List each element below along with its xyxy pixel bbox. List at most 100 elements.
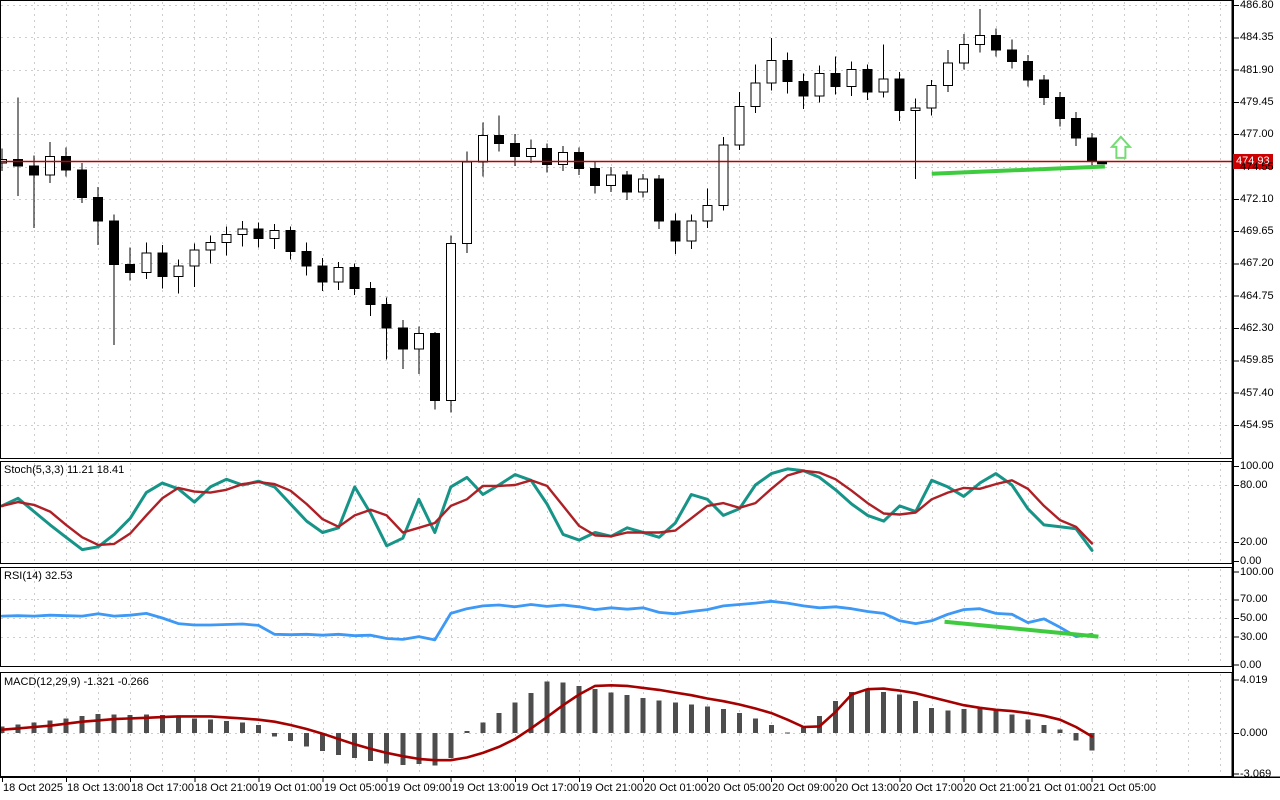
macd-histogram-bar — [448, 733, 454, 759]
macd-histogram-bar — [865, 690, 871, 733]
candle-body — [45, 156, 56, 176]
stoch-indicator-label: Stoch(5,3,3) 11.21 18.41 — [4, 464, 125, 476]
macd-histogram-bar — [1073, 733, 1079, 741]
macd-histogram-bar — [336, 733, 342, 755]
macd-histogram-bar — [159, 715, 165, 733]
price-axis-value: 472.10 — [1240, 193, 1274, 205]
macd-histogram-bar — [480, 722, 486, 733]
macd-histogram-bar — [1057, 729, 1063, 733]
macd-histogram-bar — [239, 722, 245, 733]
price-axis-value: 474.55 — [1240, 161, 1274, 173]
macd-histogram-bar — [833, 701, 839, 733]
candle-body — [349, 266, 360, 289]
price-axis-value: 459.85 — [1240, 354, 1274, 366]
macd-histogram-bar — [720, 709, 726, 733]
macd-histogram-bar — [688, 704, 694, 733]
macd-histogram-bar — [656, 700, 662, 733]
rsi-axis-value: 30.00 — [1240, 631, 1268, 643]
candle-body — [878, 78, 889, 93]
macd-histogram-bar — [63, 718, 69, 733]
macd-histogram-bar — [272, 733, 278, 737]
candle-body — [397, 327, 408, 350]
macd-axis-value: 0.000 — [1240, 727, 1268, 739]
candle-body — [686, 220, 697, 242]
stoch-axis-value: 0.00 — [1240, 555, 1262, 567]
time-axis-value: 18 Oct 13:00 — [67, 782, 130, 794]
candle-body — [381, 303, 392, 329]
macd-histogram-bar — [127, 715, 133, 733]
stoch-d-line — [0, 469, 1094, 547]
candle-body — [734, 106, 745, 146]
up-arrow-icon[interactable] — [1109, 135, 1133, 159]
candle-body — [445, 243, 456, 402]
candle-body — [926, 84, 937, 109]
candle-body — [189, 249, 200, 267]
macd-histogram-bar — [945, 710, 951, 733]
macd-histogram-bar — [801, 727, 806, 733]
time-axis-value: 20 Oct 13:00 — [836, 782, 899, 794]
candle-body — [782, 59, 793, 82]
price-axis-value: 462.30 — [1240, 322, 1274, 334]
candle-body — [590, 167, 601, 187]
candle-body — [1038, 79, 1049, 98]
candle-body — [766, 59, 777, 84]
candle-body — [221, 233, 232, 243]
candle-body — [910, 107, 921, 111]
candle-body — [558, 152, 569, 166]
main-trendline[interactable] — [931, 164, 1105, 176]
macd-histogram-bar — [897, 694, 903, 733]
macd-histogram-bar — [881, 691, 887, 733]
macd-histogram-bar — [1025, 719, 1031, 733]
macd-histogram-bar — [736, 713, 742, 733]
candle-body — [622, 174, 633, 193]
macd-histogram-bar — [913, 701, 919, 733]
rsi-line — [0, 599, 1094, 642]
time-axis-value: 18 Oct 17:00 — [131, 782, 194, 794]
candle-body — [862, 69, 873, 93]
candle-body — [670, 220, 681, 242]
stoch-axis-value: 20.00 — [1240, 536, 1268, 548]
candle-body — [718, 144, 729, 206]
candle-body — [141, 252, 152, 274]
macd-histogram-bar — [1009, 714, 1015, 733]
macd-histogram-bar — [672, 702, 678, 733]
time-axis-value: 20 Oct 17:00 — [900, 782, 963, 794]
time-axis-value: 21 Oct 01:00 — [1029, 782, 1092, 794]
macd-histogram-bar — [528, 693, 534, 733]
candle-body — [301, 251, 312, 267]
macd-histogram-bar — [929, 707, 935, 733]
macd-histogram-bar — [464, 731, 470, 733]
macd-histogram-bar — [111, 714, 117, 733]
time-axis-value: 20 Oct 09:00 — [772, 782, 835, 794]
macd-histogram-bar — [784, 732, 790, 734]
candle-body — [109, 220, 120, 266]
time-axis-value: 20 Oct 01:00 — [644, 782, 707, 794]
candle-body — [1022, 61, 1033, 81]
price-axis-value: 481.90 — [1240, 64, 1274, 76]
time-axis-value: 19 Oct 09:00 — [388, 782, 451, 794]
rsi-panel-border — [0, 567, 1233, 667]
price-axis-value: 484.35 — [1240, 31, 1274, 43]
macd-histogram-bar — [95, 713, 101, 733]
candle-body — [413, 332, 424, 350]
stoch-panel-border — [0, 461, 1233, 564]
candle-body — [333, 266, 344, 283]
candle-body — [365, 287, 376, 305]
macd-histogram-bar — [608, 692, 614, 733]
price-axis-value: 464.75 — [1240, 290, 1274, 302]
stoch-k-line — [0, 467, 1094, 552]
candle-body — [285, 229, 296, 253]
candle-body — [798, 80, 809, 97]
macd-axis-value: -3.069 — [1240, 768, 1272, 780]
candle-body — [702, 204, 713, 222]
candle-body — [13, 158, 24, 167]
macd-histogram-bar — [624, 695, 630, 733]
candle-body — [77, 169, 88, 198]
time-axis-value: 18 Oct 2025 — [3, 782, 63, 794]
macd-histogram-bar — [143, 714, 149, 733]
macd-histogram-bar — [400, 733, 406, 765]
rsi-indicator-label: RSI(14) 32.53 — [4, 570, 73, 582]
rsi-trendline[interactable] — [944, 619, 1099, 639]
stoch-axis-value: 80.00 — [1240, 479, 1268, 491]
